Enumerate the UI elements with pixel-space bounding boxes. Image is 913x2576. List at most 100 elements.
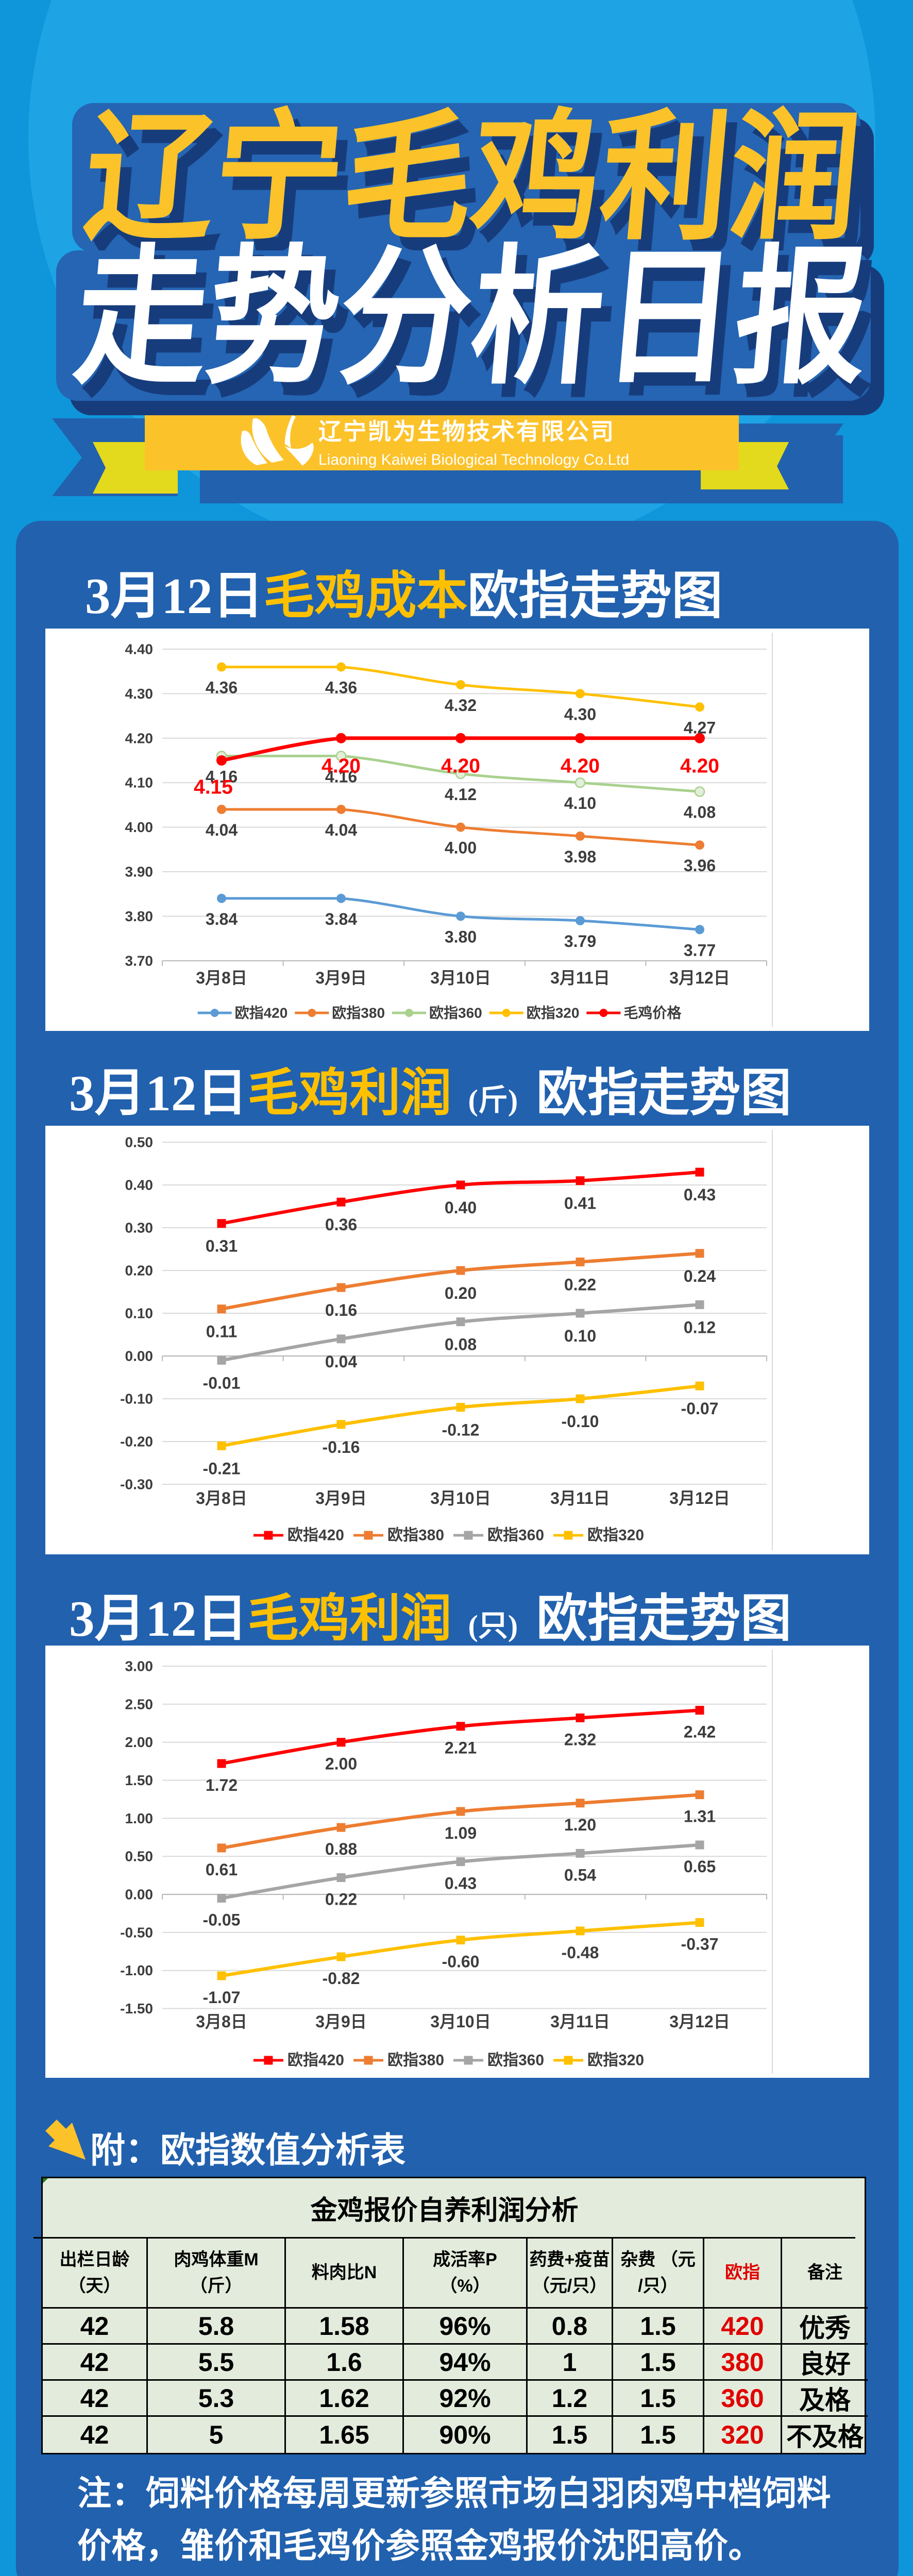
svg-text:0.50: 0.50 bbox=[125, 1849, 154, 1865]
svg-text:欧指320: 欧指320 bbox=[587, 2052, 644, 2069]
svg-text:3月12日: 3月12日 bbox=[669, 969, 730, 987]
svg-text:4.16: 4.16 bbox=[206, 767, 238, 786]
svg-text:Liaoning Kaiwei Biological Tec: Liaoning Kaiwei Biological Technology Co… bbox=[318, 451, 629, 468]
svg-text:3月10日: 3月10日 bbox=[430, 1489, 491, 1507]
svg-text:0.12: 0.12 bbox=[684, 1318, 716, 1336]
svg-text:4.04: 4.04 bbox=[206, 821, 238, 839]
svg-text:4.36: 4.36 bbox=[325, 679, 357, 697]
svg-text:0.20: 0.20 bbox=[445, 1284, 477, 1302]
svg-text:2.00: 2.00 bbox=[125, 1734, 154, 1750]
svg-text:0.65: 0.65 bbox=[684, 1857, 716, 1876]
svg-text:4.20: 4.20 bbox=[322, 755, 361, 777]
svg-text:欧指360: 欧指360 bbox=[487, 2052, 544, 2069]
svg-text:欧指360: 欧指360 bbox=[429, 1005, 482, 1021]
svg-text:-0.10: -0.10 bbox=[562, 1412, 599, 1431]
svg-text:3月8日: 3月8日 bbox=[196, 969, 247, 987]
svg-text:-0.82: -0.82 bbox=[323, 1969, 360, 1988]
svg-text:-1.50: -1.50 bbox=[120, 2001, 153, 2016]
svg-text:3月10日: 3月10日 bbox=[430, 2012, 491, 2031]
svg-text:0.00: 0.00 bbox=[125, 1887, 154, 1903]
svg-text:-0.48: -0.48 bbox=[562, 1943, 599, 1962]
svg-text:欧指420: 欧指420 bbox=[288, 2052, 344, 2069]
svg-text:0.24: 0.24 bbox=[684, 1267, 716, 1285]
svg-text:3.70: 3.70 bbox=[125, 953, 154, 969]
svg-text:3月12日: 3月12日 bbox=[669, 2012, 730, 2031]
svg-text:3月9日: 3月9日 bbox=[315, 1489, 367, 1507]
svg-text:4.00: 4.00 bbox=[125, 819, 154, 835]
svg-text:4.40: 4.40 bbox=[125, 641, 154, 657]
svg-text:4.20: 4.20 bbox=[561, 755, 600, 777]
svg-text:3月8日: 3月8日 bbox=[196, 1489, 247, 1507]
svg-text:3月9日: 3月9日 bbox=[315, 2012, 367, 2031]
svg-text:3月11日: 3月11日 bbox=[550, 1489, 610, 1507]
svg-text:1.09: 1.09 bbox=[445, 1824, 477, 1842]
svg-text:4.32: 4.32 bbox=[445, 696, 477, 715]
svg-text:0.22: 0.22 bbox=[325, 1890, 357, 1909]
svg-text:3.90: 3.90 bbox=[125, 864, 154, 880]
svg-text:欧指420: 欧指420 bbox=[288, 1527, 344, 1544]
svg-text:0.04: 0.04 bbox=[325, 1352, 357, 1371]
svg-text:辽宁凯为生物技术有限公司: 辽宁凯为生物技术有限公司 bbox=[318, 418, 615, 445]
svg-text:0.08: 0.08 bbox=[445, 1335, 477, 1354]
svg-text:-0.21: -0.21 bbox=[203, 1459, 241, 1478]
svg-text:欧指320: 欧指320 bbox=[587, 1527, 644, 1544]
svg-text:0.16: 0.16 bbox=[325, 1301, 357, 1319]
svg-text:4.20: 4.20 bbox=[680, 755, 719, 777]
svg-text:欧指320: 欧指320 bbox=[527, 1005, 580, 1021]
svg-text:4.16: 4.16 bbox=[325, 767, 357, 786]
svg-text:3.98: 3.98 bbox=[564, 848, 596, 866]
svg-text:-0.01: -0.01 bbox=[203, 1374, 241, 1392]
svg-text:2.50: 2.50 bbox=[125, 1696, 154, 1712]
svg-text:4.08: 4.08 bbox=[684, 803, 716, 822]
svg-text:4.36: 4.36 bbox=[206, 679, 238, 697]
svg-text:3月11日: 3月11日 bbox=[550, 2012, 610, 2031]
svg-text:0.54: 0.54 bbox=[564, 1866, 596, 1884]
svg-text:3月10日: 3月10日 bbox=[430, 969, 491, 987]
svg-text:2.42: 2.42 bbox=[684, 1723, 716, 1741]
svg-text:4.27: 4.27 bbox=[684, 718, 716, 737]
svg-text:3.77: 3.77 bbox=[684, 941, 716, 959]
svg-text:-1.07: -1.07 bbox=[203, 1988, 241, 2007]
svg-text:欧指380: 欧指380 bbox=[332, 1005, 385, 1021]
svg-text:0.22: 0.22 bbox=[564, 1275, 596, 1294]
svg-text:-0.05: -0.05 bbox=[203, 1910, 241, 1929]
svg-text:0.36: 0.36 bbox=[325, 1215, 357, 1234]
svg-text:4.20: 4.20 bbox=[441, 755, 480, 777]
svg-text:0.50: 0.50 bbox=[125, 1134, 154, 1150]
svg-text:1.20: 1.20 bbox=[564, 1816, 596, 1834]
svg-text:3月11日: 3月11日 bbox=[550, 969, 610, 987]
svg-text:欧指420: 欧指420 bbox=[235, 1005, 288, 1021]
svg-text:-0.20: -0.20 bbox=[120, 1434, 153, 1450]
svg-text:1.72: 1.72 bbox=[206, 1776, 238, 1794]
svg-text:4.10: 4.10 bbox=[125, 775, 154, 791]
svg-text:欧指380: 欧指380 bbox=[387, 1527, 444, 1544]
svg-text:毛鸡价格: 毛鸡价格 bbox=[623, 1005, 682, 1021]
svg-text:4.30: 4.30 bbox=[125, 686, 154, 702]
svg-text:3.79: 3.79 bbox=[564, 932, 596, 951]
svg-text:0.43: 0.43 bbox=[445, 1874, 477, 1893]
svg-text:3.84: 3.84 bbox=[325, 910, 357, 928]
svg-text:3.96: 3.96 bbox=[684, 856, 716, 875]
svg-text:1.31: 1.31 bbox=[684, 1807, 716, 1826]
svg-text:3.00: 3.00 bbox=[125, 1658, 154, 1674]
svg-text:1.50: 1.50 bbox=[125, 1772, 154, 1788]
svg-text:3.80: 3.80 bbox=[445, 927, 477, 946]
svg-text:0.40: 0.40 bbox=[445, 1198, 477, 1217]
svg-text:-0.07: -0.07 bbox=[681, 1399, 719, 1418]
svg-text:0.20: 0.20 bbox=[125, 1263, 154, 1279]
svg-text:4.20: 4.20 bbox=[125, 730, 154, 746]
svg-text:-0.60: -0.60 bbox=[442, 1953, 480, 1971]
svg-text:0.30: 0.30 bbox=[125, 1220, 154, 1236]
svg-text:4.12: 4.12 bbox=[445, 785, 477, 804]
svg-text:0.10: 0.10 bbox=[564, 1327, 596, 1345]
svg-text:-0.30: -0.30 bbox=[120, 1477, 153, 1493]
svg-text:4.10: 4.10 bbox=[564, 794, 596, 812]
svg-text:0.88: 0.88 bbox=[325, 1840, 357, 1858]
svg-text:-0.50: -0.50 bbox=[120, 1924, 153, 1940]
svg-text:3.84: 3.84 bbox=[206, 910, 238, 928]
svg-text:0.61: 0.61 bbox=[206, 1860, 238, 1879]
svg-text:1.00: 1.00 bbox=[125, 1810, 154, 1826]
svg-text:3.80: 3.80 bbox=[125, 908, 154, 924]
svg-text:-1.00: -1.00 bbox=[120, 1962, 153, 1978]
svg-text:0.43: 0.43 bbox=[684, 1185, 716, 1204]
